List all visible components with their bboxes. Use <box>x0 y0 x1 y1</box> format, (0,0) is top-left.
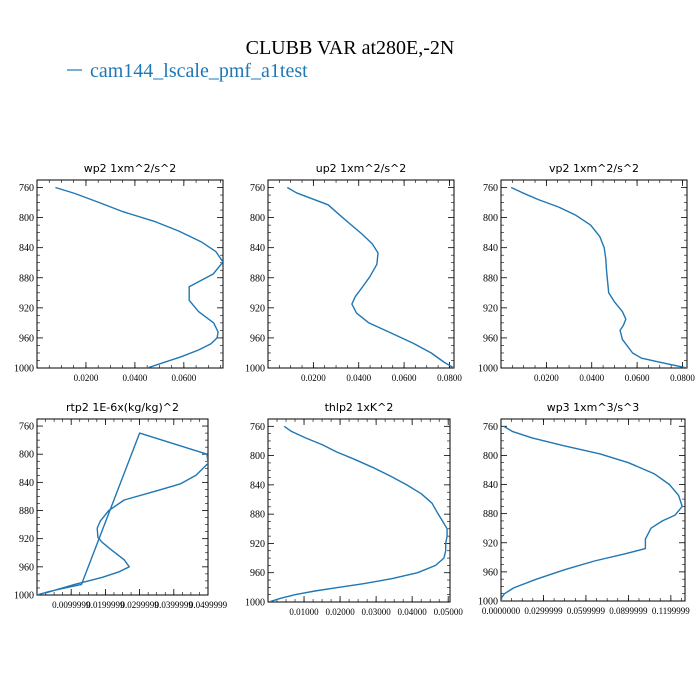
chart-panel: wp3 1xm^3/s^3 760 800 840 880 920 960 10000.000… <box>478 401 690 616</box>
y-tick-label: 920 <box>19 534 34 545</box>
y-tick-label: 920 <box>250 539 265 550</box>
chart-panel: wp2 1xm^2/s^2 760 800 840 880 920 960 1000 0.020… <box>14 162 224 383</box>
y-tick-label: 760 <box>19 183 34 194</box>
plot-frame <box>500 418 686 602</box>
x-tick-label: 0.0199999 <box>86 600 125 610</box>
y-tick-label: 800 <box>19 213 34 224</box>
y-tick-label: 960 <box>250 568 265 579</box>
y-tick-label: 1000 <box>14 364 34 375</box>
chart-panel: vp2 1xm^2/s^2 760 800 840 880 920 960 1000 0.020… <box>478 162 695 383</box>
y-tick-label: 760 <box>250 183 265 194</box>
series-line <box>501 425 683 601</box>
y-tick-label: 840 <box>19 478 34 489</box>
y-tick-label: 840 <box>483 480 498 491</box>
x-tick-label: 0.0000000 <box>482 606 521 616</box>
y-tick-label: 760 <box>19 422 34 433</box>
x-tick-label: 0.0299999 <box>120 600 159 610</box>
y-tick-label: 920 <box>483 303 498 314</box>
plot-frame <box>36 418 209 596</box>
y-tick-label: 880 <box>19 506 34 517</box>
chart-panel: up2 1xm^2/s^2 760 800 840 880 920 960 1000 0.020… <box>245 162 462 383</box>
y-tick-label: 840 <box>19 243 34 254</box>
y-tick-label: 920 <box>250 303 265 314</box>
y-tick-label: 880 <box>250 273 265 284</box>
y-tick-label: 1000 <box>245 598 265 609</box>
y-tick-label: 1000 <box>478 597 498 608</box>
y-tick-label: 800 <box>19 450 34 461</box>
y-tick-label: 960 <box>483 333 498 344</box>
y-tick-label: 920 <box>483 538 498 549</box>
y-tick-label: 880 <box>19 273 34 284</box>
chart-panel: rtp2 1E-6x(kg/kg)^2 760 800 840 880 920 960 100… <box>14 401 228 610</box>
x-tick-label: 0.0400 <box>123 373 148 383</box>
y-tick-label: 800 <box>483 451 498 462</box>
x-tick-label: 0.0600 <box>392 373 417 383</box>
y-tick-label: 920 <box>19 303 34 314</box>
series-line <box>55 186 223 368</box>
x-tick-label: 0.03000 <box>361 607 391 617</box>
x-tick-label: 0.0200 <box>301 373 326 383</box>
x-tick-label: 0.0899999 <box>609 606 648 616</box>
series-line <box>37 432 208 595</box>
x-tick-label: 0.01000 <box>289 607 319 617</box>
x-tick-label: 0.0099999 <box>52 600 91 610</box>
y-tick-label: 880 <box>483 509 498 520</box>
y-tick-label: 840 <box>250 243 265 254</box>
x-tick-label: 0.0600 <box>171 373 196 383</box>
x-tick-label: 0.0399999 <box>155 600 194 610</box>
x-tick-label: 0.0599999 <box>567 606 606 616</box>
y-tick-label: 800 <box>483 213 498 224</box>
panel-title: thlp2 1xK^2 <box>325 401 394 414</box>
panel-title: wp3 1xm^3/s^3 <box>547 401 640 414</box>
y-tick-label: 960 <box>19 333 34 344</box>
y-tick-label: 760 <box>483 422 498 433</box>
series-line <box>286 186 454 368</box>
x-tick-label: 0.0299999 <box>524 606 563 616</box>
series-line <box>510 186 687 368</box>
x-tick-label: 0.0800 <box>670 373 695 383</box>
x-tick-label: 0.0800 <box>437 373 462 383</box>
plot-frame <box>267 179 455 369</box>
y-tick-label: 960 <box>250 333 265 344</box>
panel-title: vp2 1xm^2/s^2 <box>549 162 639 175</box>
x-tick-label: 0.0200 <box>74 373 99 383</box>
x-tick-label: 0.0499999 <box>189 600 228 610</box>
x-tick-label: 0.0600 <box>625 373 650 383</box>
legend: cam144_lscale_pmf_a1test <box>67 60 308 82</box>
panel-title: rtp2 1E-6x(kg/kg)^2 <box>66 401 179 414</box>
y-tick-label: 1000 <box>478 364 498 375</box>
legend-label: cam144_lscale_pmf_a1test <box>90 60 308 82</box>
y-tick-label: 960 <box>483 567 498 578</box>
plot-frame <box>500 179 688 369</box>
y-tick-label: 760 <box>483 183 498 194</box>
figure-title: CLUBB VAR at280E,-2N <box>246 37 455 59</box>
panel-title: up2 1xm^2/s^2 <box>316 162 407 175</box>
x-tick-label: 0.04000 <box>398 607 428 617</box>
x-tick-label: 0.0400 <box>579 373 604 383</box>
y-tick-label: 880 <box>250 510 265 521</box>
x-tick-label: 0.1199999 <box>652 606 690 616</box>
series-line <box>268 425 448 602</box>
x-tick-label: 0.05000 <box>434 607 464 617</box>
plot-frame <box>36 179 224 369</box>
y-tick-label: 960 <box>19 562 34 573</box>
y-tick-label: 1000 <box>245 364 265 375</box>
y-tick-label: 1000 <box>14 591 34 602</box>
x-tick-label: 0.0200 <box>534 373 559 383</box>
y-tick-label: 840 <box>250 480 265 491</box>
panel-title: wp2 1xm^2/s^2 <box>84 162 177 175</box>
y-tick-label: 800 <box>250 451 265 462</box>
chart-panel: thlp2 1xK^2 760 800 840 880 920 960 1000 0.01000… <box>245 401 463 617</box>
y-tick-label: 760 <box>250 422 265 433</box>
y-tick-label: 800 <box>250 213 265 224</box>
y-tick-label: 840 <box>483 243 498 254</box>
x-tick-label: 0.0400 <box>346 373 371 383</box>
plot-frame <box>267 418 451 603</box>
y-tick-label: 880 <box>483 273 498 284</box>
x-tick-label: 0.02000 <box>325 607 355 617</box>
